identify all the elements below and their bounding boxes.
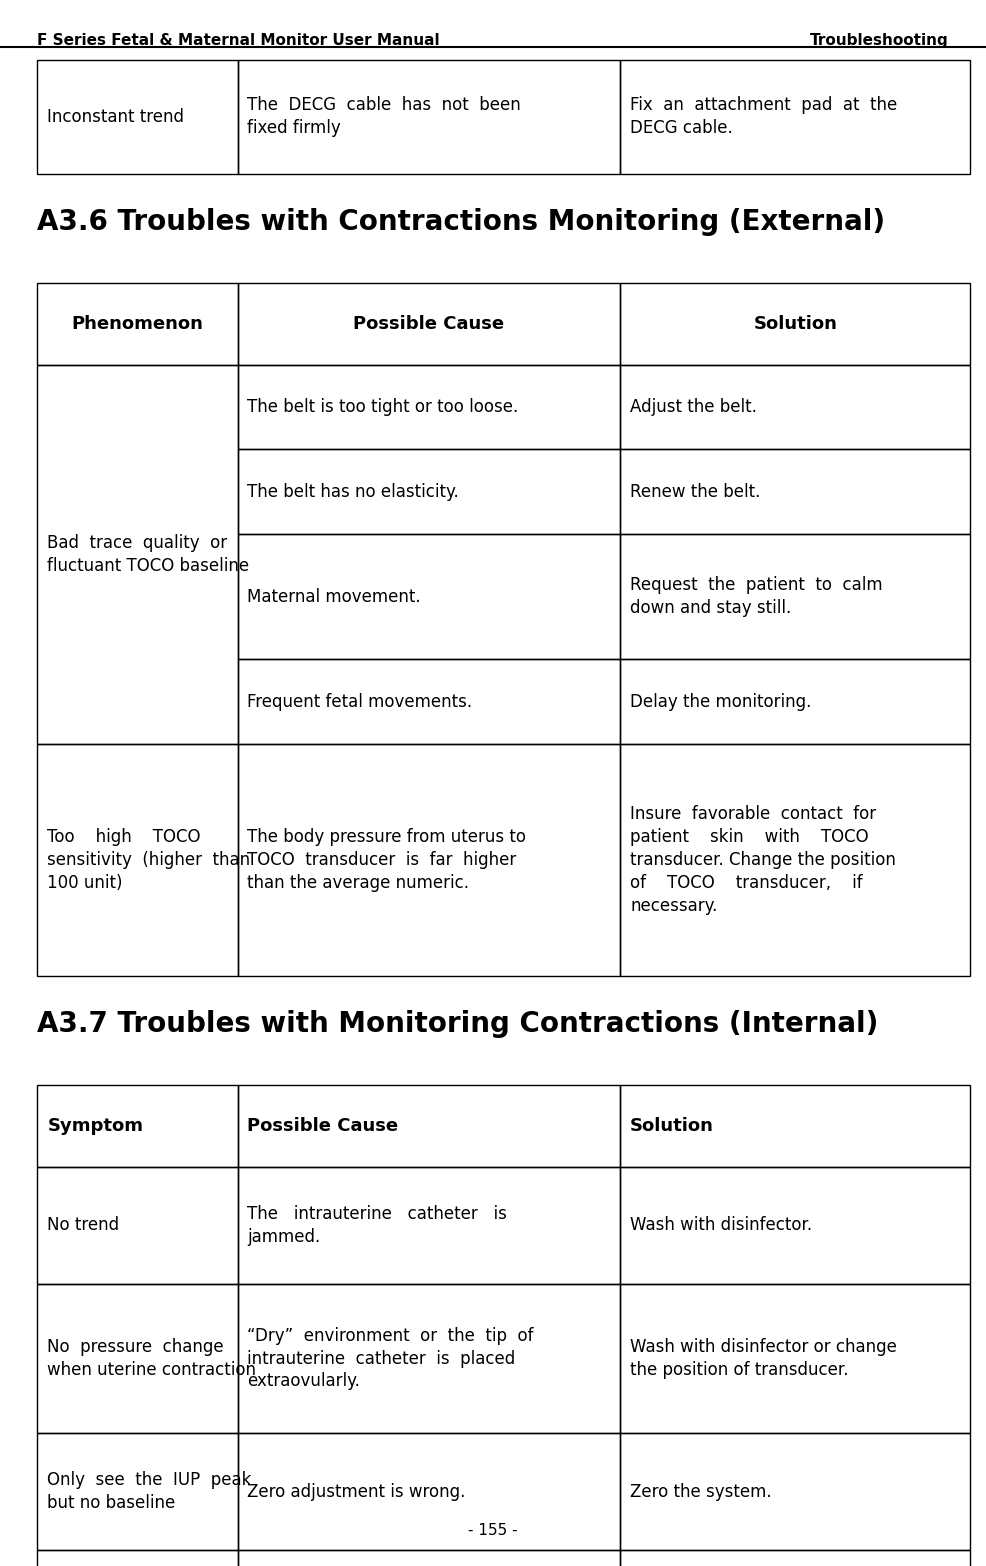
Bar [238,1284,620,1433]
Bar [620,60,970,174]
Text: - 155 -: - 155 - [468,1522,518,1538]
Text: Wash with disinfector.: Wash with disinfector. [630,1217,812,1234]
Text: Frequent fetal movements.: Frequent fetal movements. [247,692,472,711]
Text: The belt has no elasticity.: The belt has no elasticity. [247,482,459,501]
Text: The body pressure from uterus to
TOCO  transducer  is  far  higher
than the aver: The body pressure from uterus to TOCO tr… [247,828,527,891]
Text: F Series Fetal & Maternal Monitor User Manual: F Series Fetal & Maternal Monitor User M… [37,33,440,49]
Bar [620,1085,970,1167]
Bar [238,1167,620,1284]
Bar [620,1550,970,1566]
Text: Renew the belt.: Renew the belt. [630,482,760,501]
Text: Adjust the belt.: Adjust the belt. [630,398,757,417]
Bar [620,449,970,534]
Bar [238,1085,620,1167]
Text: Only  see  the  IUP  peak
but no baseline: Only see the IUP peak but no baseline [47,1470,251,1513]
Text: Possible Cause: Possible Cause [247,1117,398,1135]
Bar [37,1433,238,1550]
Text: Solution: Solution [630,1117,714,1135]
Text: Wash with disinfector or change
the position of transducer.: Wash with disinfector or change the posi… [630,1337,897,1380]
Bar [37,1284,238,1433]
Text: Insure  favorable  contact  for
patient    skin    with    TOCO
transducer. Chan: Insure favorable contact for patient ski… [630,805,896,915]
Text: Solution: Solution [753,315,837,334]
Text: Zero the system.: Zero the system. [630,1483,772,1500]
Bar [238,60,620,174]
Bar [238,534,620,659]
Text: A3.6 Troubles with Contractions Monitoring (External): A3.6 Troubles with Contractions Monitori… [37,208,885,236]
Bar [620,1284,970,1433]
Bar [620,744,970,976]
Bar [37,1550,238,1566]
Text: The belt is too tight or too loose.: The belt is too tight or too loose. [247,398,519,417]
Bar [238,659,620,744]
Bar [238,744,620,976]
Text: Delay the monitoring.: Delay the monitoring. [630,692,811,711]
Text: The  DECG  cable  has  not  been
fixed firmly: The DECG cable has not been fixed firmly [247,96,522,138]
Text: No trend: No trend [47,1217,119,1234]
Bar [37,1167,238,1284]
Bar [620,534,970,659]
Text: Inconstant trend: Inconstant trend [47,108,184,125]
Bar [238,449,620,534]
Text: A3.7 Troubles with Monitoring Contractions (Internal): A3.7 Troubles with Monitoring Contractio… [37,1010,879,1038]
Bar [620,1433,970,1550]
Text: Troubleshooting: Troubleshooting [810,33,949,49]
Bar [620,365,970,449]
Bar [238,1550,620,1566]
Bar [238,365,620,449]
Bar [37,60,238,174]
Bar [238,1433,620,1550]
Bar [238,283,620,365]
Bar [620,283,970,365]
Bar [37,1085,238,1167]
Text: Possible Cause: Possible Cause [353,315,505,334]
Text: “Dry”  environment  or  the  tip  of
intrauterine  catheter  is  placed
extraovu: “Dry” environment or the tip of intraute… [247,1326,534,1391]
Bar [37,283,238,365]
Text: Fix  an  attachment  pad  at  the
DECG cable.: Fix an attachment pad at the DECG cable. [630,96,897,138]
Text: Symptom: Symptom [47,1117,143,1135]
Text: Request  the  patient  to  calm
down and stay still.: Request the patient to calm down and sta… [630,576,882,617]
Text: Too    high    TOCO
sensitivity  (higher  than
100 unit): Too high TOCO sensitivity (higher than 1… [47,828,250,891]
Text: Phenomenon: Phenomenon [72,315,203,334]
Text: Bad  trace  quality  or
fluctuant TOCO baseline: Bad trace quality or fluctuant TOCO base… [47,534,249,575]
Bar [37,365,238,744]
Text: No  pressure  change
when uterine contraction: No pressure change when uterine contract… [47,1337,256,1380]
Text: Maternal movement.: Maternal movement. [247,587,421,606]
Text: Zero adjustment is wrong.: Zero adjustment is wrong. [247,1483,465,1500]
Bar [620,659,970,744]
Text: The   intrauterine   catheter   is
jammed.: The intrauterine catheter is jammed. [247,1204,508,1247]
Bar [620,1167,970,1284]
Bar [37,744,238,976]
